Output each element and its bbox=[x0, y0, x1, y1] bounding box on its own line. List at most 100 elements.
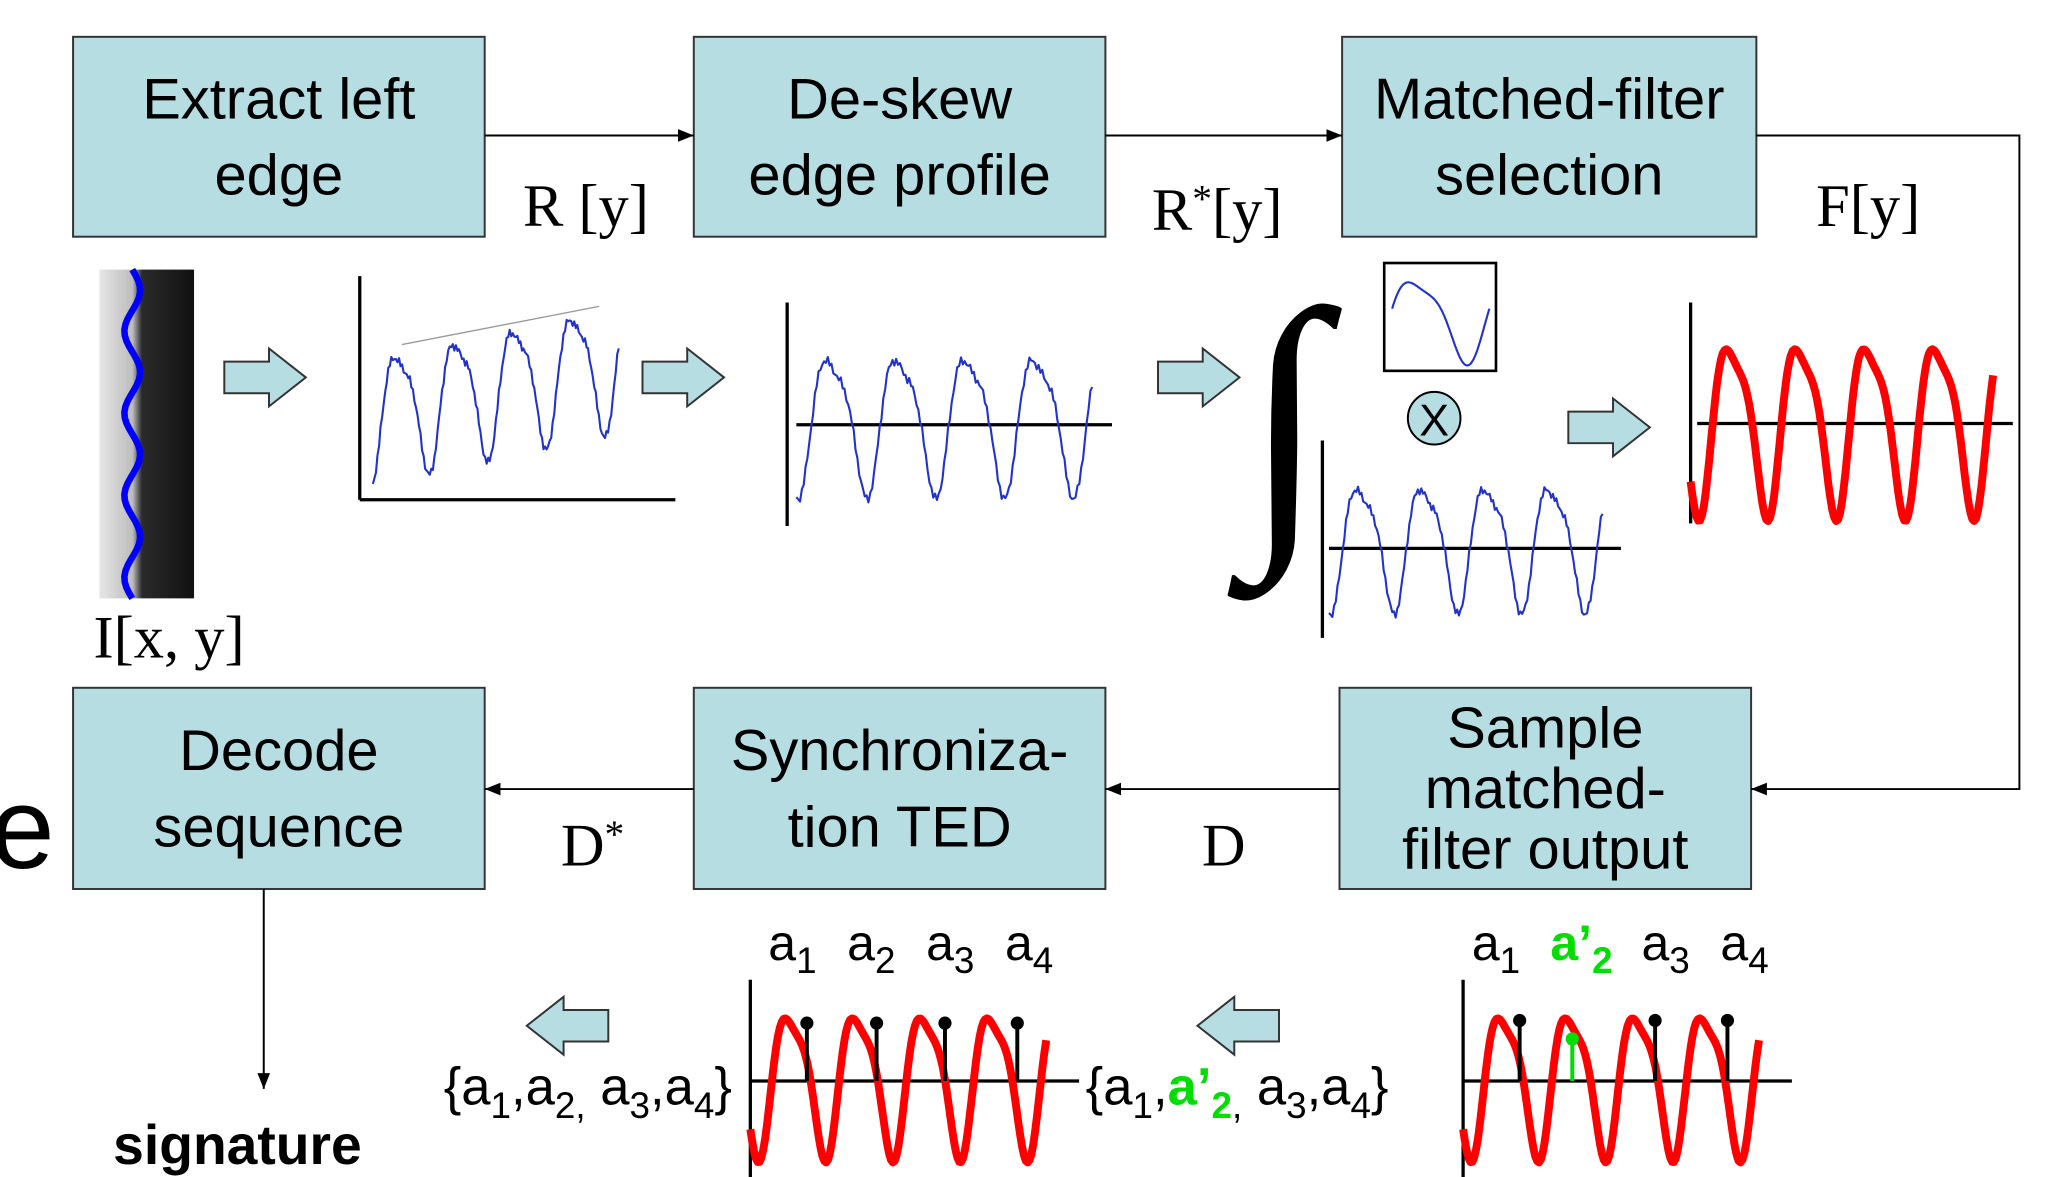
flow-arrow bbox=[641, 346, 726, 409]
filter-kernel-box bbox=[1382, 261, 1498, 373]
flow-arrow bbox=[223, 346, 308, 409]
set-text: ,a bbox=[511, 1058, 556, 1117]
sample-sub: 4 bbox=[1033, 940, 1053, 981]
signal-tail: [y] bbox=[1212, 177, 1283, 244]
set-subscript: 3 bbox=[1286, 1085, 1306, 1126]
sample-dot bbox=[938, 1016, 952, 1030]
sample-sub: 3 bbox=[954, 940, 974, 981]
set-text: {a bbox=[444, 1058, 492, 1117]
filter-output bbox=[1686, 345, 1998, 525]
sample-dot bbox=[800, 1016, 814, 1030]
sample-base: a’ bbox=[1550, 915, 1592, 971]
extracted-edge bbox=[121, 267, 144, 601]
signal-sup: * bbox=[605, 812, 625, 856]
set-text: , bbox=[1153, 1058, 1168, 1117]
filter-kernel bbox=[1391, 281, 1491, 367]
signal-main: D bbox=[561, 812, 605, 879]
box-label: sequence bbox=[153, 795, 404, 859]
process-box bbox=[72, 686, 486, 890]
sample-base: a bbox=[768, 915, 796, 971]
box-label: De-skew bbox=[787, 67, 1012, 131]
box-label: tion TED bbox=[788, 795, 1012, 859]
set-subscript: 1 bbox=[1133, 1085, 1153, 1126]
multiply-sign: X bbox=[1419, 396, 1449, 445]
sample-sub: 4 bbox=[1748, 940, 1768, 981]
set-subscript: 2, bbox=[555, 1085, 586, 1126]
sample-set: {a1,a2, a3,a4} bbox=[444, 1058, 732, 1126]
sample-label: a3 bbox=[926, 915, 974, 981]
sample-label: a4 bbox=[1005, 915, 1053, 981]
process-box bbox=[1341, 35, 1758, 238]
filter-output bbox=[746, 1014, 1051, 1167]
sample-label: a4 bbox=[1720, 915, 1768, 981]
signal-label: F[y] bbox=[1816, 173, 1920, 240]
set-text: } bbox=[1371, 1058, 1389, 1117]
set-text: a bbox=[586, 1058, 631, 1117]
set-text: ,a bbox=[650, 1058, 695, 1117]
filter-input bbox=[1328, 485, 1604, 619]
sample-label: a2 bbox=[847, 915, 895, 981]
sample-sub: 1 bbox=[1500, 940, 1520, 981]
sample-dot bbox=[1010, 1016, 1024, 1030]
sample-sub: 1 bbox=[796, 940, 816, 981]
box-label: Matched-filter bbox=[1374, 67, 1725, 131]
trend-line bbox=[401, 305, 600, 346]
box-label: Decode bbox=[179, 719, 378, 783]
sample-label: a1 bbox=[1472, 915, 1520, 981]
deskewed-profile bbox=[795, 355, 1094, 504]
set-text: ,a bbox=[1307, 1058, 1352, 1117]
sample-label: a3 bbox=[1641, 915, 1689, 981]
output-label: signature bbox=[113, 1114, 362, 1176]
set-subscript: 1 bbox=[491, 1085, 511, 1126]
set-subscript: 4 bbox=[694, 1085, 714, 1126]
sample-dot bbox=[870, 1016, 884, 1030]
sample-base: a bbox=[847, 915, 875, 971]
multiply-circle bbox=[1406, 390, 1462, 446]
signal-label: R [y] bbox=[523, 173, 649, 240]
box-label: selection bbox=[1435, 144, 1663, 208]
sample-base: a bbox=[1472, 915, 1500, 971]
set-text: {a bbox=[1086, 1058, 1134, 1117]
box-label: matched- bbox=[1425, 757, 1666, 821]
process-box bbox=[692, 686, 1107, 890]
set-subscript: , bbox=[1232, 1085, 1242, 1126]
filter-output bbox=[1459, 1014, 1763, 1167]
process-box bbox=[692, 35, 1107, 238]
edge-profile bbox=[371, 318, 620, 485]
sample-sub: 2 bbox=[1592, 940, 1612, 981]
box-label: Synchroniza- bbox=[731, 719, 1069, 783]
signal-label: R*[y] bbox=[1152, 177, 1283, 244]
sample-dot bbox=[1513, 1013, 1527, 1028]
edge-image bbox=[99, 269, 195, 599]
sample-sub: 3 bbox=[1669, 940, 1689, 981]
flow-arrow bbox=[1195, 994, 1280, 1057]
sample-dot bbox=[1648, 1013, 1662, 1028]
box-label: Extract left bbox=[142, 67, 415, 131]
sample-sub: 2 bbox=[875, 940, 895, 981]
box-label: edge profile bbox=[748, 144, 1050, 208]
connector bbox=[1751, 134, 2021, 796]
sample-dot bbox=[1720, 1013, 1735, 1028]
flow-arrow bbox=[1567, 396, 1652, 459]
set-subscript: 3 bbox=[629, 1085, 649, 1126]
flow-arrow bbox=[1157, 346, 1242, 409]
sample-base: a bbox=[926, 915, 954, 971]
sample-set: {a1,a’2, a3,a4} bbox=[1086, 1058, 1389, 1126]
process-box bbox=[72, 35, 486, 238]
process-box bbox=[1338, 686, 1753, 890]
set-subscript: 2 bbox=[1211, 1085, 1231, 1126]
signal-label: I[x, y] bbox=[93, 605, 244, 672]
sample-label: a’2 bbox=[1550, 915, 1612, 981]
flow-arrow bbox=[525, 994, 610, 1057]
box-label: filter output bbox=[1402, 818, 1688, 882]
sample-label: a1 bbox=[768, 915, 816, 981]
set-text: a’ bbox=[1168, 1058, 1212, 1117]
sample-base: a bbox=[1005, 915, 1033, 971]
box-label: edge bbox=[215, 144, 344, 208]
set-text: } bbox=[714, 1058, 732, 1117]
box-label: Sample bbox=[1447, 697, 1643, 761]
sample-base: a bbox=[1641, 915, 1669, 971]
signal-main: R bbox=[1152, 177, 1193, 244]
